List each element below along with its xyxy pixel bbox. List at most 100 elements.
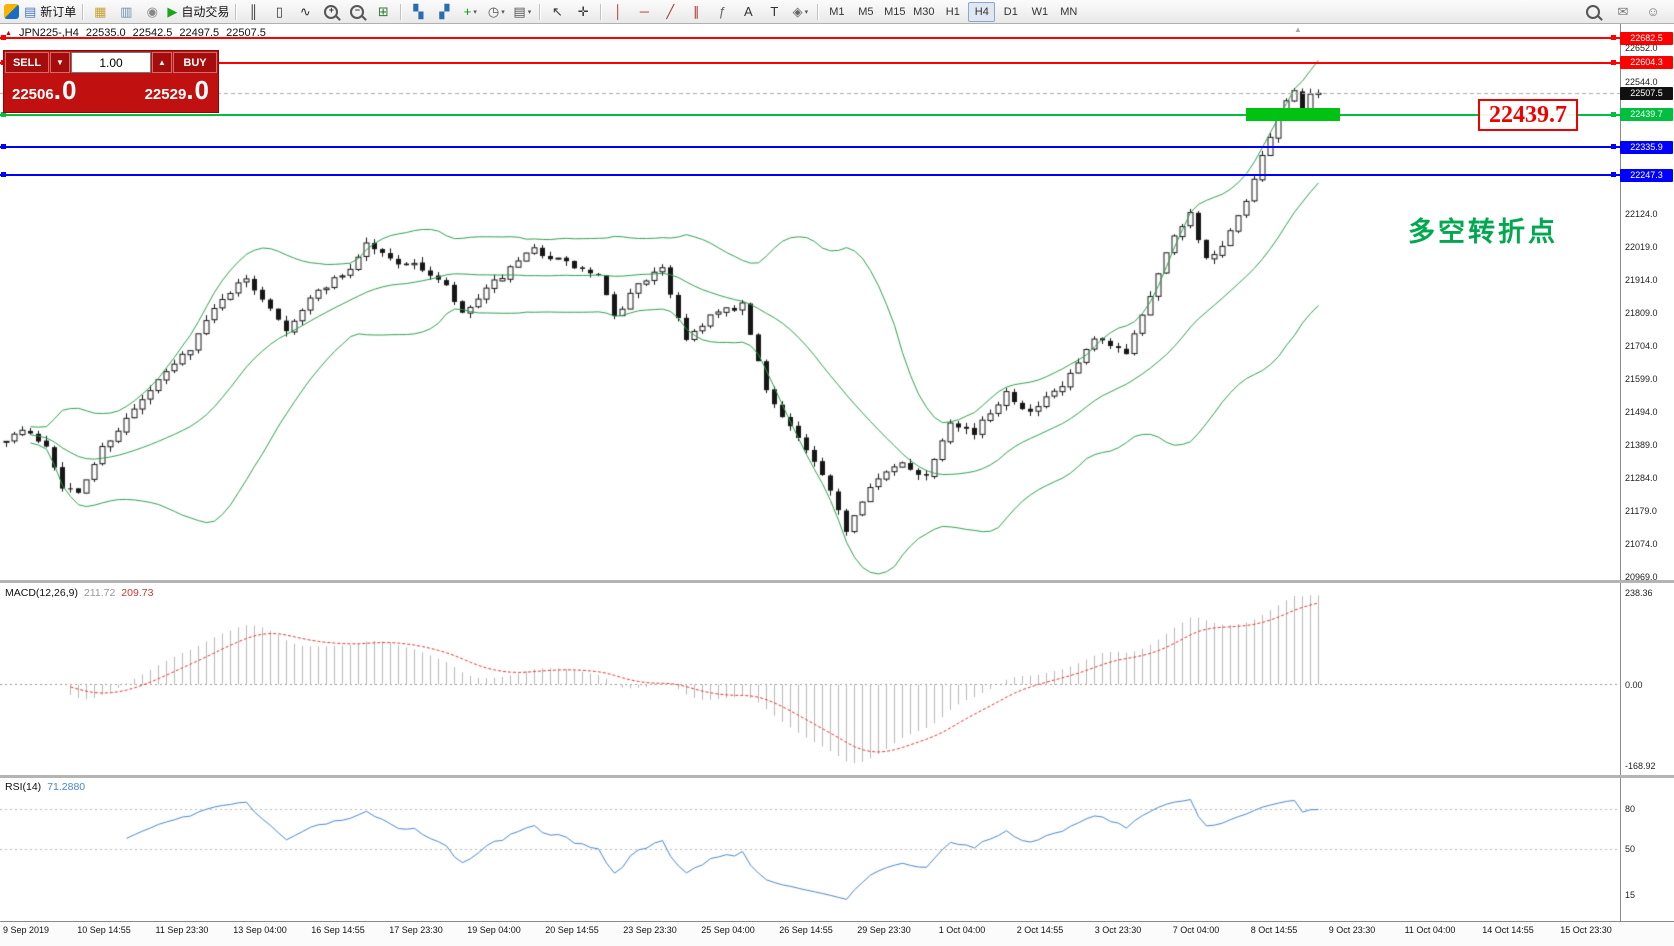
time-axis-label: 10 Sep 14:55 bbox=[77, 925, 131, 935]
time-axis[interactable] bbox=[0, 921, 1674, 946]
axis-price-label: 21179.0 bbox=[1625, 506, 1657, 517]
price-level-line[interactable] bbox=[0, 111, 1620, 117]
price-level-line[interactable] bbox=[0, 172, 1620, 178]
price-level-line[interactable] bbox=[0, 59, 1620, 65]
candlestick-chart-icon[interactable]: ▯ bbox=[275, 3, 283, 19]
buy-button[interactable]: BUY bbox=[173, 52, 217, 73]
timeframe-D1[interactable]: D1 bbox=[1003, 5, 1018, 18]
timeframe-H4[interactable]: H4 bbox=[968, 1, 996, 22]
line-anchor-marker[interactable] bbox=[1611, 172, 1616, 178]
chart-shift-marker-icon[interactable]: ▲ bbox=[1294, 25, 1302, 34]
text-icon[interactable]: A bbox=[743, 3, 753, 19]
timeframe-W1[interactable]: W1 bbox=[1031, 5, 1049, 18]
volume-input[interactable] bbox=[72, 54, 150, 71]
sell-button[interactable]: SELL bbox=[5, 52, 49, 73]
highlight-rectangle[interactable] bbox=[1246, 108, 1340, 122]
timeframe-MN[interactable]: MN bbox=[1060, 5, 1078, 18]
ohlc-close: 22507.5 bbox=[226, 27, 266, 39]
line-anchor-marker[interactable] bbox=[1611, 35, 1616, 41]
line-anchor-marker[interactable] bbox=[1611, 144, 1616, 150]
rsi-indicator-label: RSI(14) 71.2880 bbox=[5, 781, 85, 793]
arrows-button[interactable]: ◈ ▾ bbox=[792, 3, 809, 19]
ohlc-open: 22535.0 bbox=[85, 27, 126, 39]
fibonacci-icon[interactable]: ƒ bbox=[718, 3, 726, 19]
template-button[interactable]: ▤ ▾ bbox=[513, 3, 532, 19]
autotrading-button[interactable]: ▶ 自动交易 bbox=[167, 3, 230, 20]
crosshair-icon[interactable]: ✛ bbox=[577, 3, 589, 19]
panel-separator[interactable] bbox=[0, 580, 1674, 583]
price-level-line[interactable] bbox=[0, 35, 1620, 41]
indicator-axis-label: 238.36 bbox=[1625, 588, 1653, 598]
line-anchor-marker[interactable] bbox=[1611, 59, 1616, 65]
chat-icon[interactable]: ✉ bbox=[1617, 3, 1629, 19]
time-axis-label: 3 Oct 23:30 bbox=[1094, 925, 1142, 935]
price-level-line[interactable] bbox=[0, 144, 1620, 150]
line-anchor-marker[interactable] bbox=[1, 172, 6, 178]
price-callout[interactable]: 22439.7 bbox=[1478, 98, 1578, 131]
panel-separator[interactable] bbox=[0, 775, 1674, 778]
axis-price-label: 22604.3 bbox=[1620, 56, 1673, 70]
axis-price-label: 22124.0 bbox=[1625, 208, 1658, 219]
new-order-button[interactable]: ▤ 新订单 bbox=[24, 3, 77, 20]
line-anchor-marker[interactable] bbox=[1, 144, 6, 150]
timeframe-M1[interactable]: M1 bbox=[829, 5, 845, 18]
period-button[interactable]: ◷ ▾ bbox=[487, 3, 505, 19]
time-axis-label: 9 Oct 23:30 bbox=[1328, 925, 1376, 935]
tile-windows-icon[interactable]: ▚ bbox=[413, 3, 424, 19]
one-click-trading-panel: SELL ▼ ▲ BUY 22506.0 22529.0 bbox=[3, 50, 219, 113]
current-price-label: 22507.5 bbox=[1620, 86, 1673, 100]
community-icon[interactable]: ☺ bbox=[1646, 3, 1660, 19]
time-axis-label: 11 Sep 23:30 bbox=[155, 925, 209, 935]
macd-name: MACD(12,26,9) bbox=[5, 587, 78, 599]
line-chart-icon[interactable]: ∿ bbox=[299, 3, 311, 19]
indicator-axis-label: 0.00 bbox=[1625, 679, 1643, 690]
axis-price-label: 21704.0 bbox=[1625, 341, 1658, 352]
cursor-icon[interactable]: ↖ bbox=[551, 3, 563, 19]
annotation-text[interactable]: 多空转折点 bbox=[1408, 217, 1558, 247]
bars-chart-icon[interactable]: ║ bbox=[248, 3, 258, 19]
grid-icon[interactable]: ⊞ bbox=[377, 3, 389, 19]
timeframe-M15[interactable]: M15 bbox=[884, 5, 906, 18]
macd-signal-value: 209.73 bbox=[121, 587, 154, 599]
indicators-button[interactable]: + ▾ bbox=[463, 3, 477, 19]
trendline-icon[interactable]: ╱ bbox=[666, 3, 675, 19]
toolbar-separator bbox=[400, 3, 402, 20]
axis-price-label: 21599.0 bbox=[1625, 374, 1658, 385]
equidistant-channel-icon[interactable]: ∥ bbox=[693, 3, 700, 19]
volume-up-button[interactable]: ▲ bbox=[152, 52, 172, 73]
line-anchor-marker[interactable] bbox=[1, 111, 6, 117]
symbol-marker-icon: ▲ bbox=[5, 29, 12, 37]
line-anchor-marker[interactable] bbox=[1611, 111, 1616, 117]
rsi-name: RSI(14) bbox=[5, 781, 42, 793]
zoom-out-icon[interactable]: − bbox=[344, 2, 370, 22]
axis-price-label: 21914.0 bbox=[1625, 274, 1658, 285]
text-label-icon[interactable]: T bbox=[770, 3, 779, 19]
time-axis-label: 17 Sep 23:30 bbox=[389, 925, 443, 935]
vertical-line-icon[interactable]: │ bbox=[614, 3, 623, 19]
time-axis-label: 14 Oct 14:55 bbox=[1482, 925, 1534, 935]
timeframe-M5[interactable]: M5 bbox=[858, 5, 874, 18]
time-axis-label: 26 Sep 14:55 bbox=[779, 925, 833, 935]
sell-price: 22506.0 bbox=[12, 75, 78, 105]
toolbar-separator bbox=[600, 3, 602, 20]
zoom-in-icon[interactable]: + bbox=[318, 2, 344, 22]
timeframe-H1[interactable]: H1 bbox=[945, 5, 960, 18]
axis-price-label: 22439.7 bbox=[1620, 108, 1673, 122]
profiles-icon[interactable]: ▥ bbox=[120, 3, 133, 19]
search-icon[interactable] bbox=[1580, 2, 1606, 22]
cascade-windows-icon[interactable]: ▞ bbox=[439, 3, 450, 19]
time-axis-label: 19 Sep 04:00 bbox=[467, 925, 521, 935]
time-axis-label: 9 Sep 2019 bbox=[2, 925, 50, 935]
timeframe-M30[interactable]: M30 bbox=[913, 5, 935, 18]
time-axis-label: 29 Sep 23:30 bbox=[857, 925, 911, 935]
symbol-name: JPN225-,H4 bbox=[18, 27, 79, 39]
axis-price-label: 21284.0 bbox=[1625, 473, 1658, 484]
line-anchor-marker[interactable] bbox=[1, 35, 6, 41]
axis-price-label: 21494.0 bbox=[1625, 407, 1658, 418]
alerts-icon[interactable]: ◉ bbox=[146, 3, 158, 19]
new-chart-icon[interactable]: ▦ bbox=[94, 3, 107, 19]
horizontal-line-icon[interactable]: ─ bbox=[639, 3, 649, 19]
volume-down-button[interactable]: ▼ bbox=[50, 52, 70, 73]
